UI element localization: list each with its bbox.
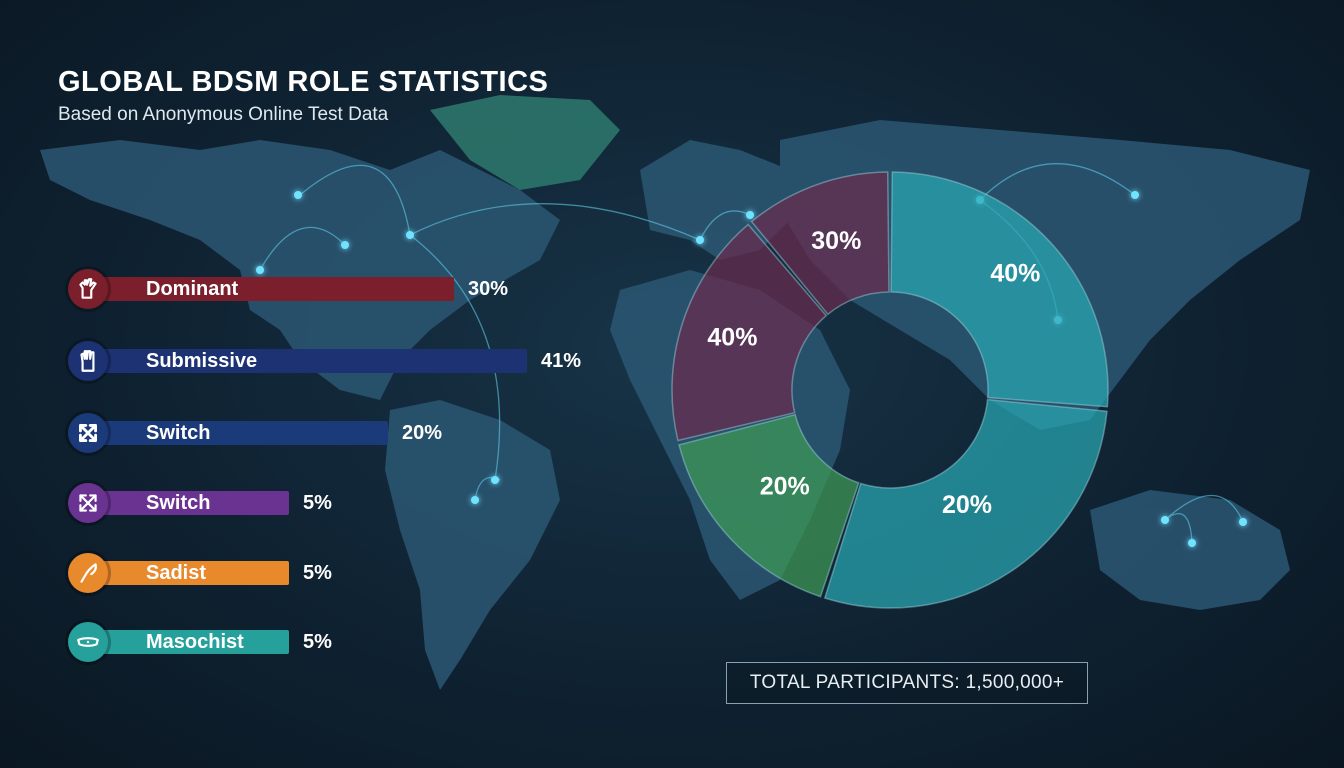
role-label: Dominant	[146, 278, 239, 300]
glove-icon	[79, 278, 97, 299]
connection-arc	[699, 210, 751, 241]
page-subtitle: Based on Anonymous Online Test Data	[58, 104, 389, 125]
role-icon-submissive	[68, 341, 108, 381]
connection-arc	[979, 163, 1136, 201]
continent-greenland	[430, 95, 620, 190]
role-bar-submissive	[96, 349, 527, 373]
map-node-dot	[471, 496, 479, 504]
connection-arc	[1164, 513, 1193, 544]
connection-arc	[409, 203, 701, 241]
donut-slice	[678, 413, 860, 598]
connection-arc	[259, 226, 346, 271]
role-icon-sadist	[68, 553, 108, 593]
donut-slice-label: 20%	[942, 491, 992, 519]
role-bar-dominant	[96, 277, 454, 301]
map-node-dot	[256, 266, 264, 274]
donut-slice	[890, 171, 1109, 408]
continent-south-america	[385, 400, 560, 690]
role-value: 20%	[402, 422, 443, 444]
role-value: 5%	[303, 492, 332, 514]
role-bar-switch-2	[96, 491, 289, 515]
role-label: Switch	[146, 422, 211, 444]
map-node-dot	[696, 236, 704, 244]
role-icon-switch-2	[68, 483, 108, 523]
role-icon-switch	[68, 413, 108, 453]
donut-slice-label: 20%	[760, 473, 810, 501]
donut-slice	[671, 223, 828, 442]
role-label: Submissive	[146, 350, 258, 372]
blindfold-icon	[77, 637, 99, 647]
role-bar-switch	[96, 421, 388, 445]
connection-arc	[299, 164, 411, 236]
map-node-dot	[341, 241, 349, 249]
map-node-dot	[1131, 191, 1139, 199]
crossed-arrows-icon	[79, 424, 97, 442]
donut-slice-label: 30%	[811, 227, 861, 255]
role-label: Switch	[146, 492, 211, 514]
donut-slice-label: 40%	[990, 260, 1040, 288]
crossed-arrows-icon	[79, 494, 97, 512]
whip-icon	[80, 563, 97, 583]
role-value: 5%	[303, 631, 332, 653]
connection-arc	[1164, 494, 1244, 523]
map-node-dot	[746, 211, 754, 219]
map-node-dot	[1239, 518, 1247, 526]
page-title: GLOBAL BDSM ROLE STATISTICS	[58, 66, 549, 98]
map-node-dot	[1188, 539, 1196, 547]
connection-arc	[409, 234, 501, 481]
role-value: 5%	[303, 562, 332, 584]
donut-slice	[750, 171, 890, 316]
donut-slice	[823, 398, 1108, 609]
map-node-dot	[1161, 516, 1169, 524]
map-node-dot	[294, 191, 302, 199]
map-node-dot	[491, 476, 499, 484]
role-label: Masochist	[146, 631, 244, 653]
role-bar-masochist	[96, 630, 289, 654]
role-value: 41%	[541, 350, 582, 372]
total-participants-box: TOTAL PARTICIPANTS: 1,500,000+	[726, 662, 1088, 704]
continent-north-america	[40, 140, 560, 400]
donut-slice-label: 40%	[707, 323, 757, 351]
role-icon-masochist	[68, 622, 108, 662]
role-bar-sadist	[96, 561, 289, 585]
role-icon-dominant	[68, 269, 108, 309]
role-label: Sadist	[146, 562, 207, 584]
glove-icon	[80, 350, 95, 372]
role-value: 30%	[468, 278, 509, 300]
map-node-dot	[406, 231, 414, 239]
